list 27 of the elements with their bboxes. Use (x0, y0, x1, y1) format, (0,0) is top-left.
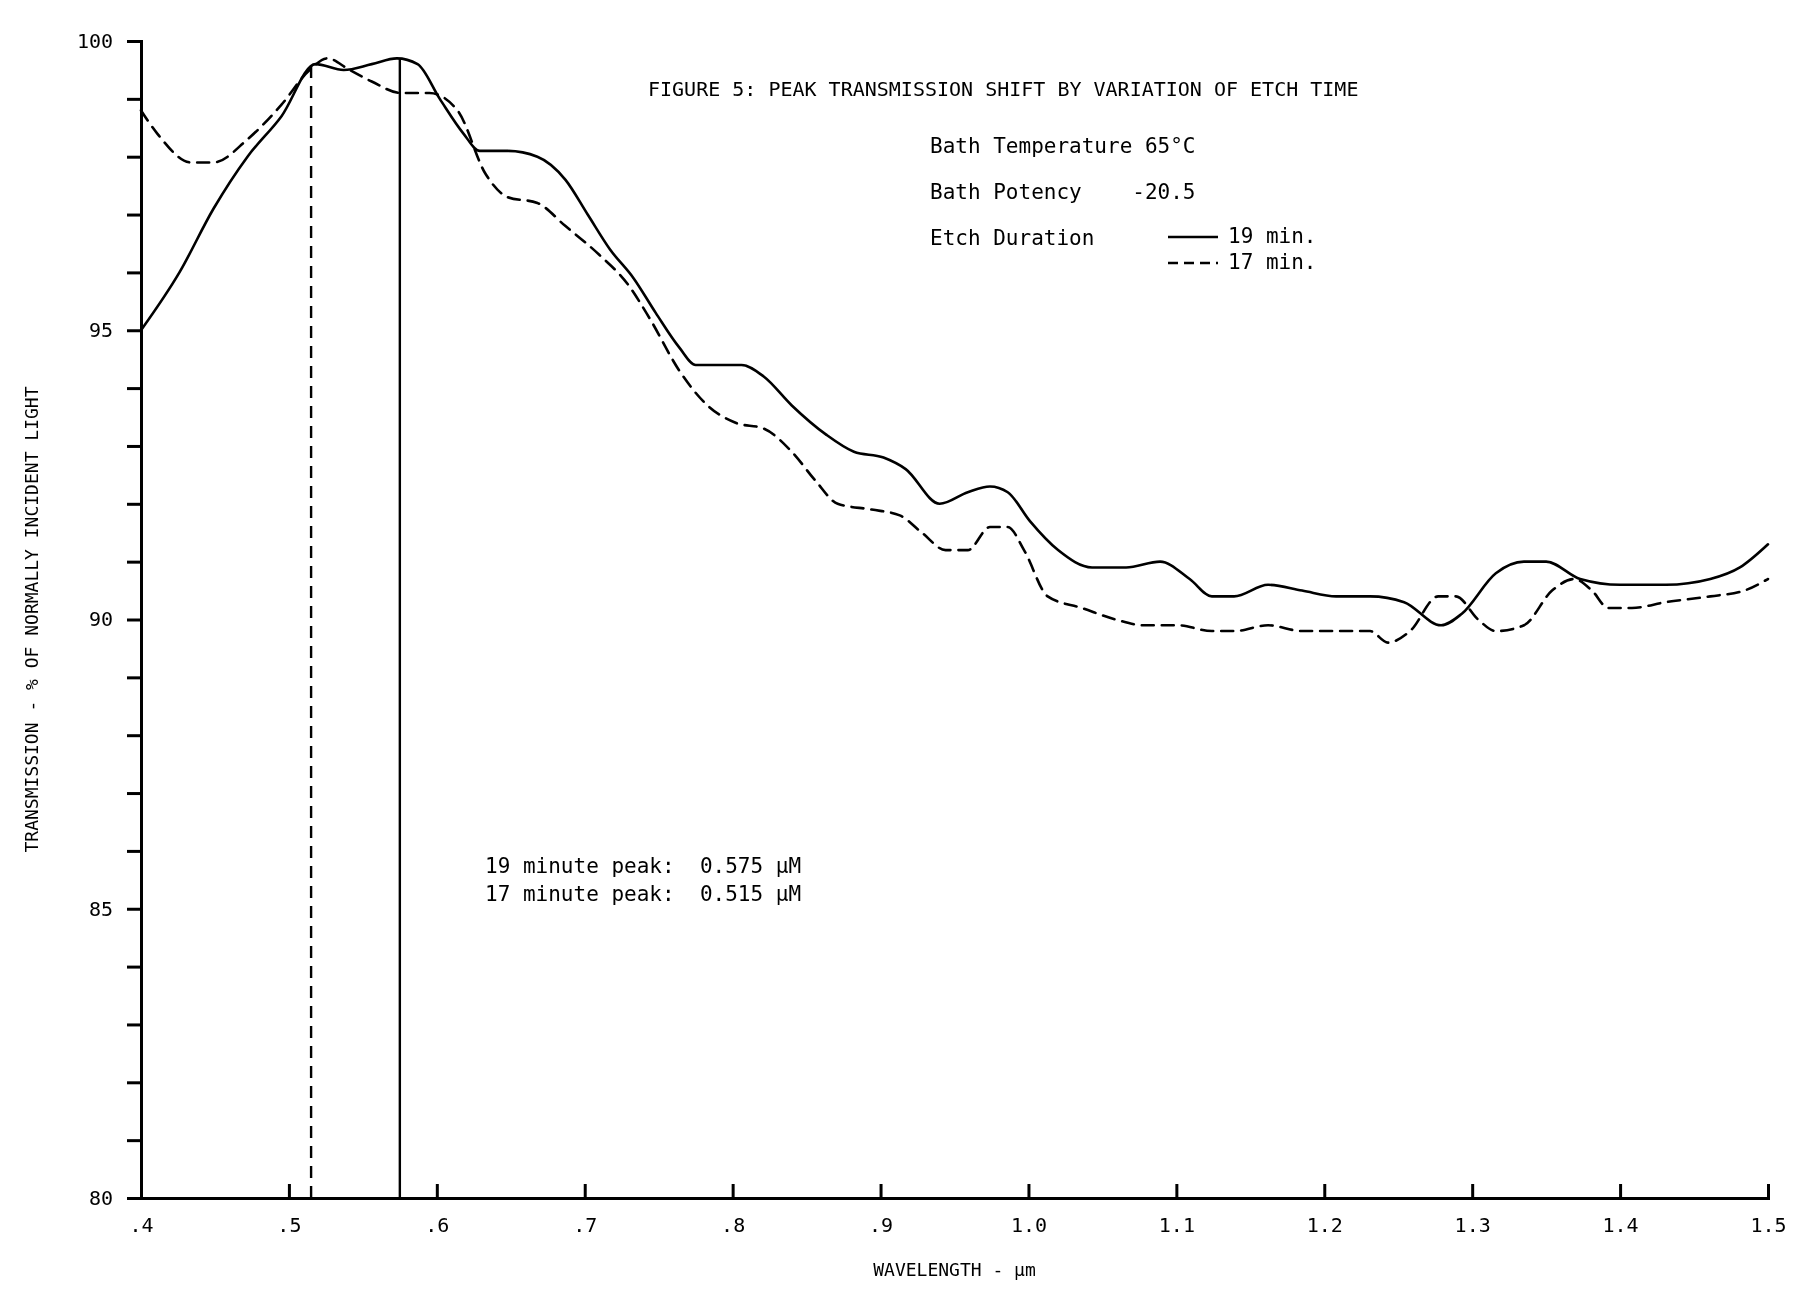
x-axis-title: WAVELENGTH - µm (873, 1259, 1036, 1280)
x-tick-label: .9 (869, 1213, 894, 1238)
y-axis-title: TRANSMISSION - % OF NORMALLY INCIDENT LIGHT (21, 386, 42, 853)
x-tick-label: 1.2 (1306, 1213, 1343, 1238)
x-tick-label: .8 (721, 1213, 746, 1238)
annotation: 17 minute peak: 0.515 µM (485, 882, 802, 906)
y-tick-label: 95 (88, 318, 113, 343)
text: FIGURE 5: PEAK TRANSMISSION SHIFT BY VARIATION OF ETCH TIME (648, 77, 1359, 101)
y-tick-label: 90 (88, 607, 113, 632)
x-tick-label: .6 (425, 1213, 450, 1238)
annotation: Bath Temperature 65°C (930, 134, 1196, 158)
x-tick-label: 1.1 (1158, 1213, 1195, 1238)
x-tick-label: .7 (573, 1213, 598, 1238)
legend-label: 17 min. (1228, 250, 1317, 274)
x-tick-label: 1.5 (1750, 1213, 1787, 1238)
legend-label: 19 min. (1228, 224, 1317, 248)
y-tick-label: 85 (88, 896, 113, 921)
annotation: Bath Potency -20.5 (930, 180, 1196, 204)
x-tick-label: 1.0 (1010, 1213, 1048, 1238)
legend-title: Etch Duration (930, 226, 1095, 250)
y-tick-label: 100 (76, 28, 113, 53)
x-tick-label: .4 (129, 1213, 154, 1238)
x-tick-label: 1.3 (1454, 1213, 1491, 1238)
annotation: 19 minute peak: 0.575 µM (485, 854, 802, 878)
y-tick-label: 80 (88, 1185, 113, 1210)
x-tick-label: 1.4 (1602, 1213, 1639, 1238)
x-tick-label: .5 (277, 1213, 302, 1238)
